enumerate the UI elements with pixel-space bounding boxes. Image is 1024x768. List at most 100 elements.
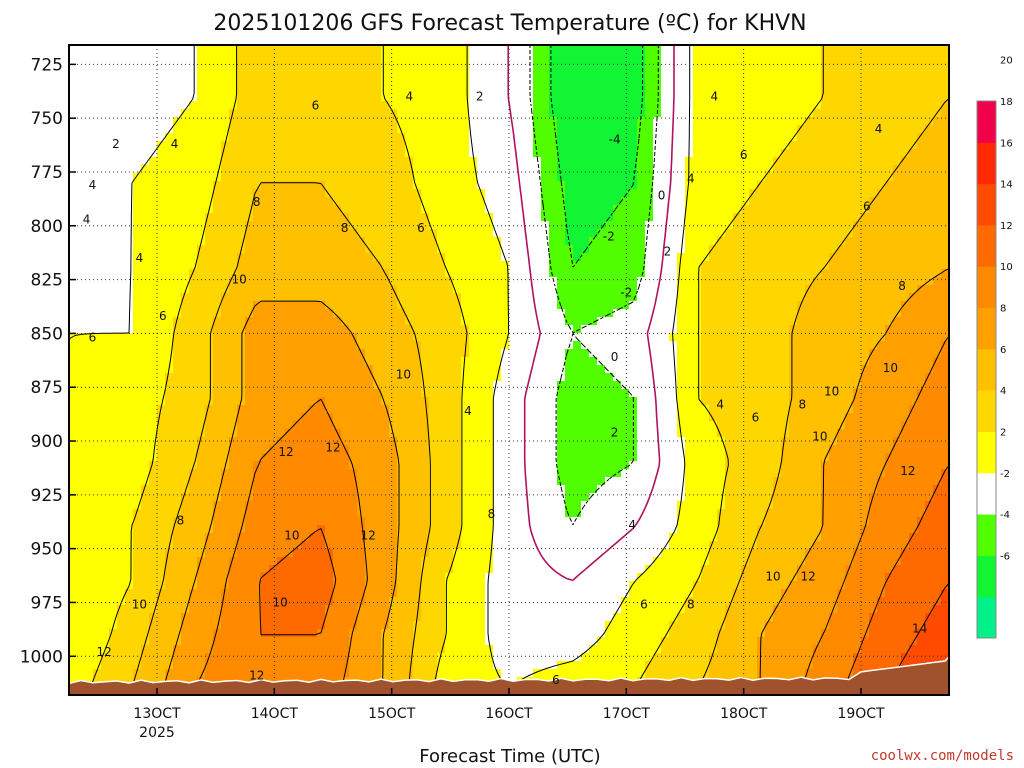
field-cell [741, 293, 750, 302]
field-cell [653, 69, 662, 78]
field-cell [909, 245, 918, 254]
field-cell [573, 69, 582, 78]
field-cell [229, 197, 238, 206]
field-cell [941, 397, 949, 406]
field-cell [293, 61, 302, 70]
field-cell [77, 165, 86, 174]
field-cell [605, 125, 614, 134]
field-cell [197, 61, 206, 70]
field-cell [93, 333, 102, 342]
field-cell [389, 165, 398, 174]
field-cell [229, 165, 238, 174]
field-cell [781, 197, 790, 206]
field-cell [629, 317, 638, 326]
field-cell [917, 141, 926, 150]
field-cell [789, 173, 798, 182]
field-cell [301, 125, 310, 134]
field-cell [357, 93, 366, 102]
field-cell [485, 285, 494, 294]
field-cell [661, 101, 670, 110]
field-cell [749, 53, 758, 62]
field-cell [749, 205, 758, 214]
field-cell [437, 405, 446, 414]
field-cell [141, 101, 150, 110]
field-cell [293, 109, 302, 118]
field-cell [789, 157, 798, 166]
field-cell [461, 157, 470, 166]
field-cell [925, 101, 934, 110]
field-cell [493, 365, 502, 374]
field-cell [437, 213, 446, 222]
field-cell [541, 53, 550, 62]
field-cell [813, 149, 822, 158]
field-cell [405, 325, 414, 334]
field-cell [901, 349, 910, 358]
field-cell [845, 117, 854, 126]
field-cell [797, 253, 806, 262]
field-cell [605, 133, 614, 142]
field-cell [525, 213, 534, 222]
field-cell [525, 189, 534, 198]
field-cell [741, 109, 750, 118]
field-cell [357, 85, 366, 94]
field-cell [685, 373, 694, 382]
field-cell [261, 301, 270, 310]
field-cell [693, 301, 702, 310]
field-cell [573, 157, 582, 166]
field-cell [869, 45, 878, 54]
field-cell [709, 277, 718, 286]
field-cell [461, 213, 470, 222]
field-cell [917, 197, 926, 206]
field-cell [405, 157, 414, 166]
field-cell [733, 157, 742, 166]
field-cell [125, 293, 134, 302]
field-cell [541, 189, 550, 198]
field-cell [885, 125, 894, 134]
field-cell [885, 269, 894, 278]
field-cell [509, 381, 518, 390]
field-cell [797, 165, 806, 174]
field-cell [389, 277, 398, 286]
field-cell [781, 189, 790, 198]
field-cell [253, 93, 262, 102]
field-cell [333, 317, 342, 326]
field-cell [509, 205, 518, 214]
field-cell [117, 45, 126, 54]
field-cell [557, 149, 566, 158]
field-cell [213, 53, 222, 62]
field-cell [253, 405, 262, 414]
field-cell [757, 109, 766, 118]
field-cell [413, 365, 422, 374]
field-cell [133, 373, 142, 382]
field-cell [325, 149, 334, 158]
field-cell [581, 141, 590, 150]
field-cell [653, 165, 662, 174]
field-cell [933, 61, 942, 70]
field-cell [301, 405, 310, 414]
field-cell [757, 277, 766, 286]
field-cell [109, 133, 118, 142]
field-cell [925, 165, 934, 174]
field-cell [477, 117, 486, 126]
field-cell [861, 277, 870, 286]
field-cell [413, 205, 422, 214]
field-cell [717, 213, 726, 222]
field-cell [349, 317, 358, 326]
field-cell [485, 61, 494, 70]
field-cell [293, 85, 302, 94]
field-cell [69, 229, 78, 238]
field-cell [757, 53, 766, 62]
field-cell [789, 61, 798, 70]
field-cell [301, 269, 310, 278]
field-cell [533, 53, 542, 62]
field-cell [125, 197, 134, 206]
field-cell [805, 397, 814, 406]
field-cell [285, 237, 294, 246]
field-cell [933, 261, 942, 270]
field-cell [461, 69, 470, 78]
field-cell [757, 229, 766, 238]
field-cell [541, 85, 550, 94]
field-cell [901, 85, 910, 94]
field-cell [85, 245, 94, 254]
field-cell [717, 125, 726, 134]
